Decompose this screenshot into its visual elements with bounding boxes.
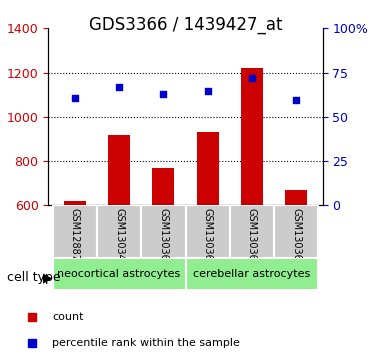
- Bar: [53, 205, 97, 258]
- Text: GSM130362: GSM130362: [203, 208, 213, 267]
- Bar: [285, 190, 307, 338]
- Bar: [141, 205, 186, 258]
- Text: GSM130364: GSM130364: [291, 208, 301, 267]
- Text: GSM130363: GSM130363: [247, 208, 257, 267]
- Text: GSM130361: GSM130361: [158, 208, 168, 267]
- Bar: [241, 68, 263, 338]
- Bar: [108, 135, 130, 338]
- Bar: [97, 205, 141, 258]
- Point: [205, 88, 211, 94]
- Text: GDS3366 / 1439427_at: GDS3366 / 1439427_at: [89, 16, 282, 34]
- Text: count: count: [52, 312, 83, 322]
- Point: [304, 220, 310, 225]
- Bar: [53, 258, 185, 290]
- Text: ▶: ▶: [43, 272, 52, 284]
- Bar: [197, 132, 219, 338]
- Text: GSM128874: GSM128874: [70, 208, 80, 267]
- Bar: [64, 201, 86, 338]
- Text: cerebellar astrocytes: cerebellar astrocytes: [193, 269, 311, 279]
- Point: [72, 95, 78, 101]
- Point: [249, 75, 255, 81]
- Text: percentile rank within the sample: percentile rank within the sample: [52, 338, 240, 348]
- Point: [116, 84, 122, 90]
- Point: [293, 97, 299, 103]
- Text: neocortical astrocytes: neocortical astrocytes: [58, 269, 181, 279]
- Bar: [186, 258, 318, 290]
- Bar: [230, 205, 274, 258]
- Bar: [274, 205, 318, 258]
- Text: cell type: cell type: [7, 272, 61, 284]
- Bar: [186, 205, 230, 258]
- Bar: [152, 168, 174, 338]
- Text: GSM130340: GSM130340: [114, 208, 124, 267]
- Point: [160, 91, 166, 96]
